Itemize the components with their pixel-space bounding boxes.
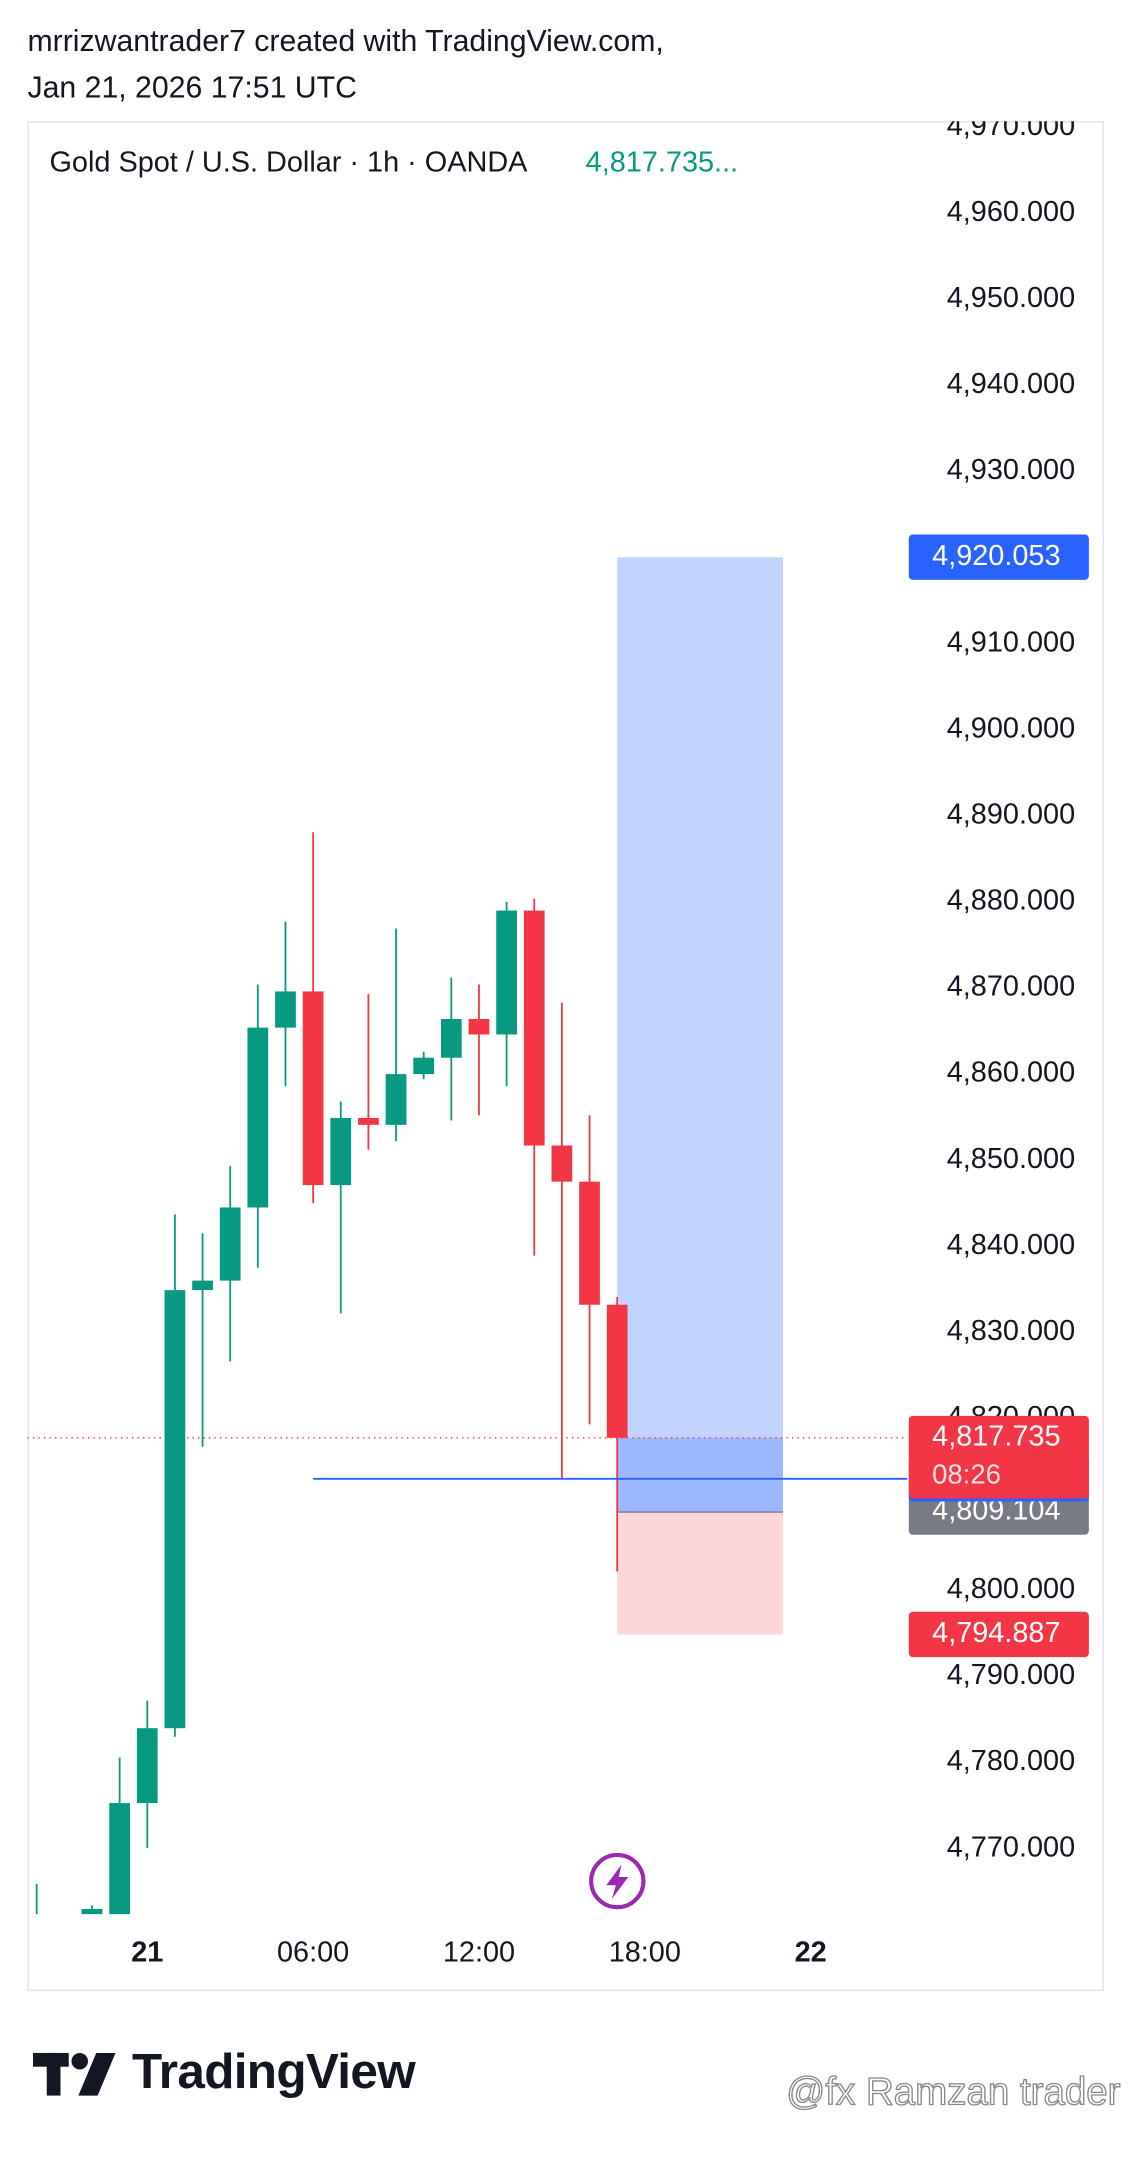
x-tick-label: 18:00: [609, 1937, 681, 1969]
y-tick-label: 4,900.000: [947, 712, 1075, 744]
logo-part: [71, 2052, 88, 2070]
y-tick-label: 4,830.000: [947, 1315, 1075, 1347]
candle-body: [551, 1145, 573, 1182]
y-tick-label: 4,800.000: [947, 1573, 1075, 1605]
candle-body: [385, 1074, 407, 1125]
candle-body: [606, 1304, 628, 1438]
watermark: @fx Ramzan trader: [786, 2070, 1120, 2113]
price-badge: [908, 534, 1089, 580]
chart-title: Gold Spot / U.S. Dollar · 1h · OANDA: [49, 147, 528, 179]
plot-area: [27, 557, 908, 1915]
price-badge: [908, 1611, 1089, 1658]
x-tick-label: 21: [131, 1937, 163, 1969]
candle-body: [579, 1181, 600, 1305]
chart-frame: [27, 121, 1105, 1992]
price-badge-label: 4,794.887: [932, 1617, 1060, 1649]
legend-price: 4,817.735...: [586, 147, 738, 179]
candle-body: [247, 1027, 269, 1208]
candle-body: [164, 1290, 186, 1729]
y-tick-label: 4,960.000: [947, 196, 1075, 228]
y-tick-label: 4,860.000: [947, 1057, 1075, 1089]
y-tick-label: 4,880.000: [947, 885, 1075, 917]
price-badge: [908, 1415, 1089, 1499]
y-tick-label: 4,850.000: [947, 1143, 1075, 1175]
candle-body: [136, 1728, 158, 1804]
lightning-icon: [589, 1852, 646, 1910]
price-badge-label: 4,920.053: [932, 540, 1060, 572]
logo-part: [78, 2052, 116, 2096]
brand-logo: [32, 2052, 116, 2096]
header-line: mrrizwantrader7 created with TradingView…: [27, 25, 663, 58]
y-tick-label: 4,890.000: [947, 798, 1075, 830]
y-tick-label: 4,770.000: [947, 1831, 1075, 1863]
y-tick-label: 4,780.000: [947, 1745, 1075, 1777]
candle-body: [109, 1803, 130, 1915]
x-tick-label: 12:00: [443, 1937, 515, 1969]
candle-body: [330, 1117, 352, 1186]
overlay: 4,920.0534,794.8874,809.1044,812.9734,81…: [908, 534, 1089, 1658]
x-tick-label: 06:00: [277, 1937, 349, 1969]
candle-body: [440, 1018, 462, 1058]
x-tick-label: 22: [795, 1937, 827, 1969]
candle-body: [358, 1117, 379, 1125]
icon-bolt: [606, 1864, 629, 1899]
y-tick-label: 4,840.000: [947, 1229, 1075, 1261]
candle-body: [192, 1280, 213, 1291]
y-tick-label: 4,910.000: [947, 626, 1075, 658]
candle-body: [81, 1908, 103, 1915]
candle-body: [219, 1207, 241, 1281]
y-tick-label: 4,940.000: [947, 368, 1075, 400]
candle-body: [496, 910, 517, 1035]
y-tick-label: 4,950.000: [947, 282, 1075, 314]
countdown: 08:26: [932, 1459, 1001, 1490]
candle-body: [468, 1018, 490, 1035]
y-tick-label: 4,790.000: [947, 1659, 1075, 1691]
position-loss: [617, 1512, 784, 1635]
brand-name: TradingView: [132, 2044, 416, 2099]
position-profit: [617, 557, 784, 1513]
price-axis: 4,770.0004,780.0004,790.0004,800.0004,81…: [947, 110, 1075, 1863]
candle-body: [275, 991, 296, 1028]
price-badge-label: 4,817.735: [932, 1420, 1060, 1452]
candle-body: [413, 1057, 435, 1075]
y-tick-label: 4,970.000: [947, 110, 1075, 142]
position-progress: [617, 1437, 784, 1513]
header-line: Jan 21, 2026 17:51 UTC: [27, 72, 356, 105]
logo-part: [46, 2052, 61, 2096]
candle-body: [302, 991, 324, 1186]
y-tick-label: 4,870.000: [947, 971, 1075, 1003]
y-tick-label: 4,930.000: [947, 454, 1075, 486]
candle-body: [523, 910, 545, 1146]
